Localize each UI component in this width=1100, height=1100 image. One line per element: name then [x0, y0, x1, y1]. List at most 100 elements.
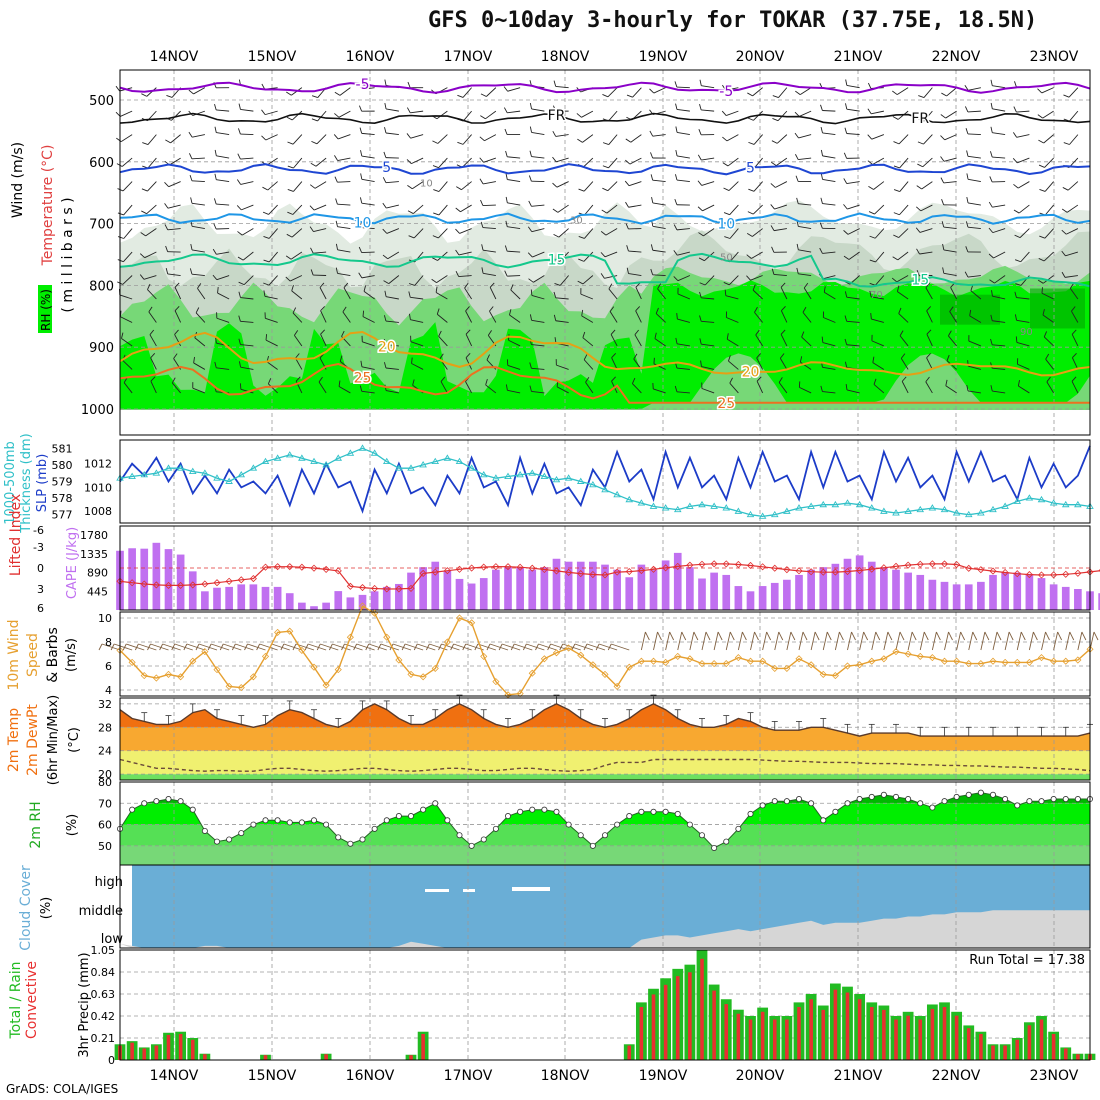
wind-barb-flag: [577, 280, 584, 285]
li-point: [140, 580, 148, 588]
li-point: [819, 568, 827, 576]
wind-barb: [727, 338, 739, 347]
li-point: [771, 564, 779, 572]
rh2m-point: [129, 806, 136, 813]
wind-barb-flag: [965, 128, 969, 135]
rh-contour-label-50: 50: [720, 253, 733, 264]
surface-barb-flag: [729, 631, 735, 641]
li-point: [746, 561, 755, 570]
bottom-day-label-15NOV: 15NOV: [248, 1068, 297, 1084]
li-point: [698, 560, 706, 568]
wind-barb-flag: [261, 83, 266, 90]
wind-barb-flag: [1014, 259, 1021, 263]
wind-barb-flag: [577, 138, 583, 143]
wind-barb-flag: [893, 165, 900, 169]
precip-convective-bar: [203, 1054, 207, 1060]
rh2m-point: [553, 808, 560, 815]
wind-barb: [676, 179, 690, 183]
wind-barb: [241, 204, 254, 211]
wind-barb-flag: [504, 245, 508, 252]
wind-barb-flag: [342, 306, 347, 313]
wind-barb-flag: [1042, 309, 1045, 316]
wind-barb-flag: [823, 286, 826, 293]
wind-barb: [676, 228, 690, 231]
wind-barb: [240, 320, 254, 323]
wind-barb-flag: [892, 90, 898, 95]
wind-barb-flag: [165, 268, 169, 275]
wind-barb-flag: [771, 246, 775, 253]
wind-barb-flag: [917, 141, 924, 145]
wind-speed-point: [298, 646, 306, 654]
precip-convective-bar: [263, 1055, 268, 1060]
wind-barb-flag: [238, 291, 241, 298]
wind-barb-flag: [479, 157, 484, 163]
isotherm-5: [119, 163, 1091, 176]
wind-barb: [846, 389, 860, 394]
wind-barb-flag: [141, 188, 148, 192]
wind-barb: [119, 294, 133, 300]
wind-barb: [798, 249, 812, 253]
wind-barb-flag: [553, 291, 557, 298]
wind-speed-point: [734, 654, 742, 662]
cape-bar: [989, 574, 997, 610]
wind-barb: [943, 272, 957, 276]
thickness-point: [843, 499, 852, 506]
wind-barb: [992, 228, 1006, 234]
cloud-level-middle: middle: [79, 904, 123, 919]
wind-barb: [609, 311, 618, 323]
wind-speed-point: [880, 655, 888, 663]
wind-barb-flag: [197, 283, 202, 289]
wind-barb: [363, 291, 375, 300]
wind-barb-flag: [295, 376, 301, 382]
wind-barb-flag: [214, 149, 217, 156]
wind-barb: [923, 134, 933, 145]
wind-barb-flag: [601, 209, 608, 214]
wind-barb-flag: [756, 376, 762, 382]
thickness-point: [734, 507, 743, 514]
wind-speed-point: [189, 657, 197, 665]
precip-convective-bar: [130, 1042, 134, 1060]
precip-convective-bar: [154, 1045, 159, 1060]
wind-barb: [703, 228, 715, 237]
wind-barb-flag: [485, 379, 488, 386]
wind-barb: [701, 366, 715, 370]
wind-barb-flag: [892, 256, 899, 261]
thickness-point: [880, 507, 888, 514]
dewpt-label: 2m DewPt: [25, 704, 41, 776]
wind-barb-flag: [990, 314, 993, 321]
surface-barb: [1004, 631, 1010, 651]
wind-barb-flag: [1013, 183, 1019, 189]
thickness-point: [285, 451, 294, 458]
surface-barb-flag: [462, 643, 467, 651]
wind-barb-flag: [165, 139, 171, 144]
wind-speed-point: [407, 670, 415, 678]
li-point: [1050, 571, 1058, 579]
rh2m-point: [759, 802, 766, 809]
wind-barb: [385, 344, 399, 347]
surface-barb-flag: [705, 631, 711, 641]
wind-barb-flag: [310, 162, 317, 167]
rh2m-tick-60: 60: [98, 819, 112, 832]
wind-barb-flag: [674, 81, 678, 88]
wind-barb: [240, 133, 254, 136]
wind-barbs: [115, 79, 1079, 394]
wind-barb-flag: [382, 254, 389, 260]
li-point: [443, 567, 451, 575]
bottom-day-label-19NOV: 19NOV: [639, 1068, 688, 1084]
cape-bar: [916, 574, 925, 610]
surface-barb-flag: [984, 631, 990, 641]
wind-barb-flag: [1061, 208, 1068, 213]
wind-barb-flag: [407, 184, 413, 190]
li-point: [346, 582, 354, 590]
wind-barb: [216, 251, 230, 255]
wind-barb: [559, 275, 569, 286]
wind-speed-point: [128, 658, 136, 666]
wind-barb-flag: [481, 244, 484, 251]
wind-barb-flag: [455, 249, 460, 256]
slp-frame: [119, 439, 1091, 524]
precip-convective-bar: [833, 989, 838, 1060]
wind-barb: [193, 87, 206, 95]
rh2m-point: [395, 813, 402, 820]
precip-convective-bar: [857, 999, 862, 1060]
cape-bar: [734, 586, 743, 610]
